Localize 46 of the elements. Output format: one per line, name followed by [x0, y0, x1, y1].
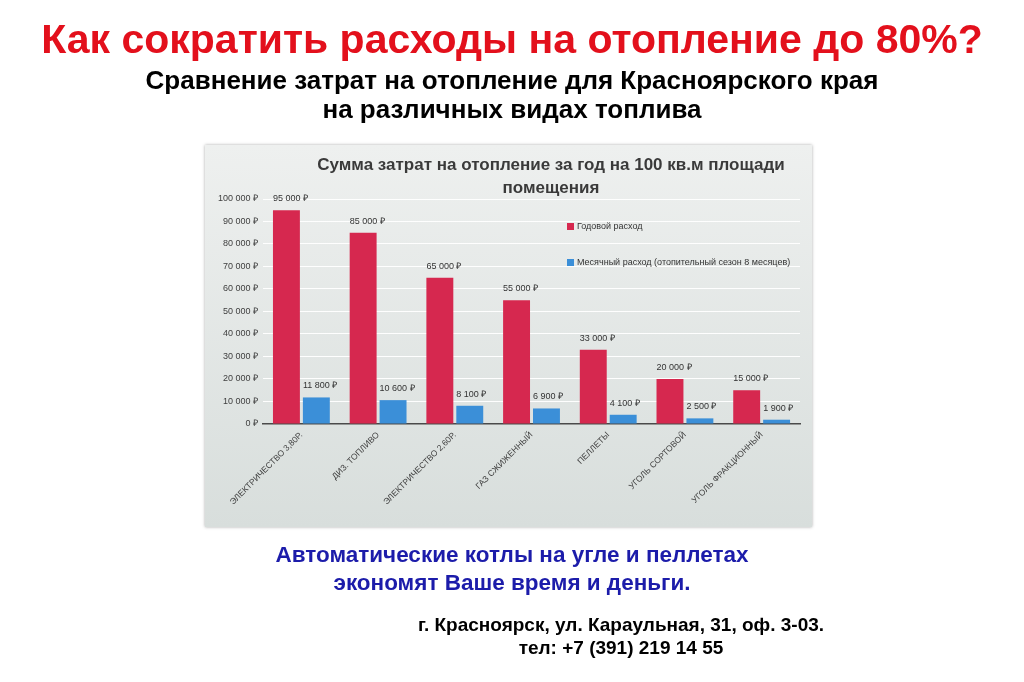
data-label: 11 800 ₽	[302, 380, 338, 391]
text: Автоматические котлы на угле и пеллетах экономят Ваше время и деньги.	[274, 541, 750, 597]
data-label: 1 900 ₽	[763, 402, 794, 413]
y-tick-label: 30 000 ₽	[223, 350, 259, 361]
data-label: 65 000 ₽	[426, 260, 462, 271]
bar	[379, 400, 407, 424]
bar	[302, 397, 330, 424]
y-tick-label: 100 000 ₽	[217, 193, 259, 204]
bar	[533, 408, 560, 424]
bar	[733, 390, 761, 424]
y-tick-label: 80 000 ₽	[223, 238, 259, 249]
data-label: 8 100 ₽	[456, 388, 487, 399]
data-label: 55 000 ₽	[503, 283, 539, 294]
data-label: 4 100 ₽	[609, 397, 640, 408]
chart-title: Как сократить расходы на отопление до 80%?	[40, 15, 984, 63]
bar	[426, 277, 454, 424]
y-tick-label: 20 000 ₽	[223, 373, 259, 384]
y-tick-label: 70 000 ₽	[223, 260, 259, 271]
data-label: 95 000 ₽	[272, 193, 308, 204]
y-tick-label: 0 ₽	[245, 418, 259, 429]
bar	[609, 414, 637, 424]
bar	[686, 418, 714, 424]
data-label: 6 900 ₽	[533, 391, 564, 402]
y-tick-label: 60 000 ₽	[223, 283, 259, 294]
data-label: 10 600 ₽	[379, 383, 415, 394]
y-tick-label: 50 000 ₽	[223, 305, 259, 316]
y-tick-label: 90 000 ₽	[223, 215, 259, 226]
bar	[272, 210, 300, 424]
bar	[349, 232, 377, 424]
bar	[579, 349, 607, 424]
data-label: 15 000 ₽	[733, 373, 769, 384]
bar	[456, 405, 484, 424]
data-label: 2 500 ₽	[686, 401, 717, 412]
data-label: 85 000 ₽	[349, 215, 385, 226]
legend-label: Месячный расход (отопительный сезон 8 месяцев)	[577, 257, 791, 267]
chart-subtitle: Сравнение затрат на отопление для Красноярского края на различных видах топлива	[144, 65, 880, 124]
text: тел: +7 (391) 219 14 55	[517, 636, 725, 660]
y-tick-label: 10 000 ₽	[223, 395, 259, 406]
text: г. Красноярск, ул. Караульная, 31, оф. 3-03.	[416, 613, 826, 637]
text: Сумма затрат на отопление за год на 100 кв.м площади помещения	[317, 155, 785, 197]
bar	[656, 378, 684, 424]
data-label: 20 000 ₽	[656, 361, 692, 372]
bar	[503, 300, 531, 424]
legend-label: Годовой расход	[577, 221, 643, 231]
y-tick-label: 40 000 ₽	[223, 328, 259, 339]
data-label: 33 000 ₽	[579, 332, 615, 343]
